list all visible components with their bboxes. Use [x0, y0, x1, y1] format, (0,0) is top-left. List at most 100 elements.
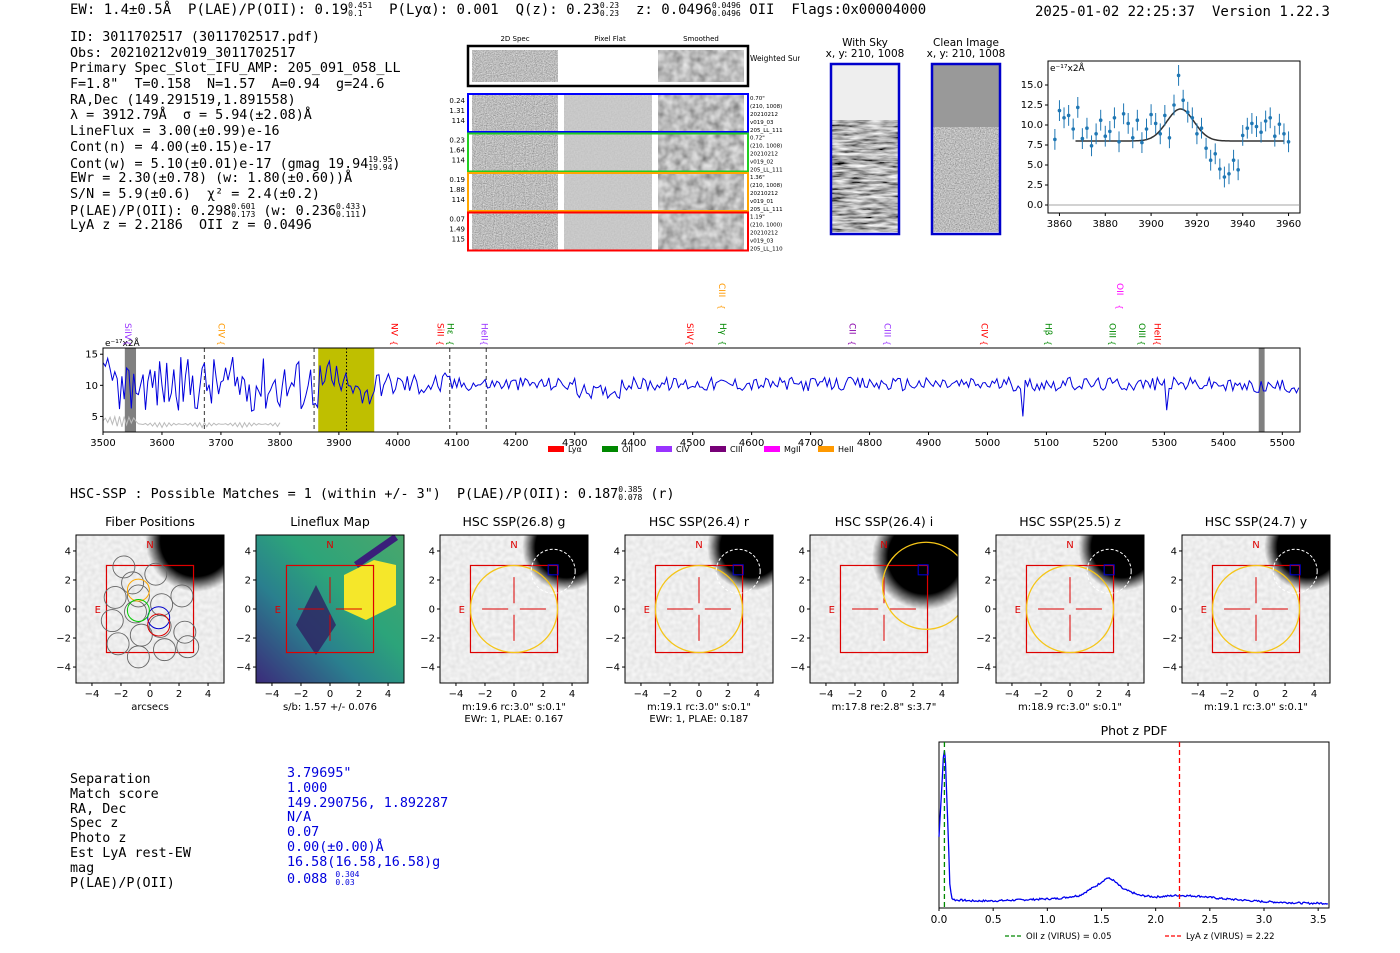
cutout-spec-2: [472, 174, 558, 210]
spec-xtick-label: 5000: [975, 438, 1000, 449]
hsc-xtick-label: −2: [478, 689, 493, 700]
cutout-left-label: 0.19: [449, 176, 465, 184]
hsc-xtick-label: −4: [85, 689, 100, 700]
fiber-highlight-green: [126, 598, 150, 622]
spec-line-brace: {: [848, 340, 857, 345]
fiber-circle: [170, 584, 194, 608]
zoom-data-point: [1190, 116, 1195, 120]
cutout-smooth-3: [658, 213, 744, 250]
hsc-ytick-label: −2: [605, 634, 620, 645]
info-lambda: λ = 3912.79Å σ = 5.94(±2.08)Å: [70, 108, 312, 124]
zoom-xtick-label: 3900: [1138, 219, 1163, 230]
hsc-xtick-label: 4: [1311, 689, 1317, 700]
zoom-xtick-label: 3960: [1276, 219, 1301, 230]
zoom-data-point: [1273, 134, 1277, 138]
hsc-ytick-label: 2: [799, 575, 805, 586]
hsc-xtick-label: 4: [569, 689, 575, 700]
pdf-legend-label-0: OII z (VIRUS) = 0.05: [1026, 932, 1112, 942]
zoom-data-point: [1218, 167, 1222, 171]
zoom-data-point: [1199, 126, 1204, 130]
clean-top: [933, 65, 999, 127]
aperture-circle: [1025, 564, 1115, 654]
zoom-data-point: [1254, 124, 1259, 129]
hsc-xtick-label: 2: [1282, 689, 1288, 700]
info-contw-end: ): [392, 156, 401, 172]
cutout-right-label: (210, 1008): [750, 183, 782, 189]
hsc-xtick-label: 0: [511, 689, 517, 700]
hsc-xtick-label: 0: [147, 689, 153, 700]
pdf-xtick-label: 1.0: [1039, 914, 1056, 926]
zoom-data-point: [1172, 103, 1176, 107]
hsc-ytick-label: −2: [976, 634, 991, 645]
zoom-data-point: [1195, 132, 1199, 136]
fiber-highlight-blue: [147, 606, 171, 630]
cutout-right-label: 20210212: [750, 191, 778, 197]
cutout-spec-3: [472, 213, 558, 250]
weighted-sum-label: Weighted Sum: [750, 54, 800, 63]
spec-legend-swatch: [602, 446, 618, 452]
source-dashed-circle: [1272, 548, 1318, 594]
full-spectrum-plot: 5 10 15 3500 3600 3700 3800 3900 4000 4100 4200 430…: [85, 283, 1301, 454]
hsc-ytick-label: 4: [65, 546, 71, 557]
cutout-right-label: (210, 1008): [750, 104, 782, 110]
zoom-ytick-label: 12.5: [1021, 100, 1043, 111]
spec-line-brace: {: [1108, 340, 1117, 345]
pdf-legend-label-1: LyA z (VIRUS) = 2.22: [1186, 932, 1275, 942]
spec-line-brace: {: [717, 304, 726, 309]
cutout-flat-3: [564, 213, 652, 250]
zoom-data-point: [1176, 73, 1181, 78]
east-label: E: [1015, 605, 1021, 616]
spec-xtick-label: 4600: [739, 438, 764, 449]
spec-line-brace: {: [217, 340, 226, 345]
info-plae-mid: (w: 0.236: [255, 203, 336, 219]
hsc-panel-image: [1182, 535, 1330, 683]
info-plae-w-sup: 0.433: [335, 201, 361, 211]
zoom-data-point: [1057, 108, 1062, 113]
hsc-xtick-label: 2: [725, 689, 731, 700]
hsc-caption: arcsecs: [131, 702, 169, 713]
with-sky-xy: x, y: 210, 1008: [825, 48, 905, 60]
sky-cutouts: [829, 62, 1002, 236]
pdf-axes-frame: [938, 741, 1330, 909]
zoom-data-point: [1167, 136, 1172, 140]
spec-line-label: SiIV: [122, 323, 132, 341]
east-label: E: [1201, 605, 1207, 616]
hsc-panel-image: [996, 535, 1144, 683]
zoom-data-point: [1066, 113, 1071, 118]
info-ewr: EWr = 2.30(±0.78) (w: 1.80(±0.60))Å: [70, 171, 353, 187]
zoom-xtick-label: 3860: [1047, 219, 1072, 230]
zoom-spectrum-plot: 0.0 2.5 5.0 7.5 10.0 12.5 15.0 3860 3880 3900 3920…: [1021, 60, 1301, 230]
hsc-ytick-label: −4: [236, 663, 251, 674]
match-value-radec: 149.290756, 1.892287: [287, 795, 449, 811]
hsc-xtick-label: −4: [1005, 689, 1020, 700]
zoom-ytick-label: 0.0: [1027, 200, 1043, 211]
hsc-summary-sup: 0.385: [618, 485, 643, 494]
header-timestamp: 2025-01-02 22:25:37 Version 1.22.3: [1035, 4, 1330, 20]
info-contw-sup: 19.95: [368, 154, 393, 164]
aperture-circle: [1211, 564, 1301, 654]
spec-xtick-label: 3900: [326, 438, 351, 449]
hsc-ytick-label: 4: [614, 546, 620, 557]
zoom-data-point: [1240, 133, 1245, 138]
north-label: N: [1252, 540, 1259, 551]
spec-xtick-label: 4500: [680, 438, 705, 449]
spec-xtick-label: 5300: [1152, 438, 1177, 449]
match-marker: [1289, 564, 1301, 576]
hsc-summary: HSC-SSP : Possible Matches = 1 (within +…: [70, 485, 675, 503]
zoom-ytick-label: 15.0: [1021, 80, 1043, 91]
spec-gray-band: [1258, 348, 1265, 432]
pdf-xtick-label: 0.5: [985, 914, 1002, 926]
weighted-sum-smooth: [658, 50, 744, 82]
zoom-data-point: [1263, 119, 1268, 123]
match-marker: [547, 564, 559, 576]
match-value-score: 1.000: [287, 780, 328, 796]
fiber-circle: [103, 585, 127, 609]
zoom-data-point: [1112, 116, 1117, 120]
hsc-xtick-label: −2: [1034, 689, 1049, 700]
cutout-right-label: 0.70": [750, 96, 765, 102]
hsc-panel-title: Fiber Positions: [105, 514, 195, 529]
spec-axes-frame: [102, 347, 1301, 433]
hsc-panel-image: [256, 535, 404, 683]
zoom-data-point: [1153, 121, 1158, 126]
bright-source: [522, 535, 588, 591]
